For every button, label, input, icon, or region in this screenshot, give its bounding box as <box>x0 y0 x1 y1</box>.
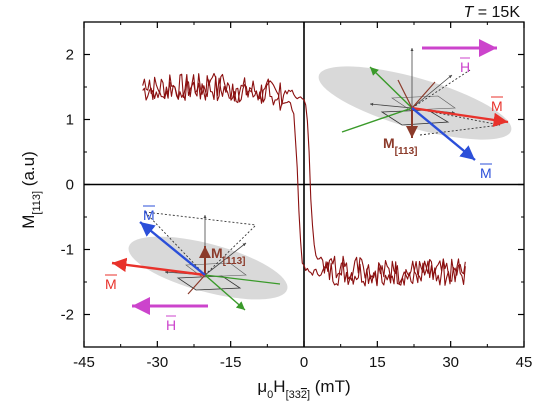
annotation-lower-left: H M M M[113] <box>105 205 288 333</box>
x-label-sub0: 0 <box>267 389 273 401</box>
brown-arrow-ur-2 <box>397 79 413 109</box>
dotted-ll-2 <box>144 211 206 276</box>
x-label-H: H <box>273 377 285 396</box>
M113-label-ll: M[113] <box>211 245 245 267</box>
brown-arrow-ll-2 <box>187 274 206 295</box>
M113-label-ur: M[113] <box>383 135 417 157</box>
green-arrow-ll <box>204 274 246 311</box>
ellipse-shade-ur <box>318 66 512 140</box>
M-label-ur: M <box>491 98 503 114</box>
x-tick-label: 45 <box>516 354 533 371</box>
green-arrow-ur-2 <box>341 107 413 133</box>
x-label-mu: μ <box>257 377 267 396</box>
brown-arrow-ur-3 <box>411 81 436 109</box>
y-tick-label: 1 <box>66 112 74 129</box>
dotted-ur-2 <box>411 107 501 126</box>
y-tick-label: 2 <box>66 47 74 64</box>
blue-arrow-ll <box>139 221 206 276</box>
dotted-ur-1 <box>411 69 471 109</box>
x-label-unit: (mT) <box>310 377 351 396</box>
x-tick-label: 15 <box>369 354 386 371</box>
y-label-symbol: M <box>19 215 38 229</box>
x-tick-label: 0 <box>300 354 308 371</box>
M-label-ll: M <box>105 276 117 292</box>
x-tick-label: -15 <box>220 354 242 371</box>
series-layer <box>142 72 466 287</box>
green-arrow-ll-2 <box>204 274 281 285</box>
x-tick-label: -45 <box>73 354 95 371</box>
annotation-upper-right: H M M M[113] <box>318 39 512 181</box>
M113-sub-ll: [113] <box>223 256 246 267</box>
M113-sub-ur: [113] <box>395 146 418 157</box>
tick-marks <box>83 21 525 348</box>
y-tick-label: 0 <box>66 177 74 194</box>
x-tick-label: 30 <box>442 354 459 371</box>
title-symbol: T <box>464 4 475 21</box>
axis-ur-2 <box>369 102 413 109</box>
dotted-ll-3 <box>144 211 257 226</box>
x-label-bar-two: 2 <box>301 389 307 401</box>
series-line-descending <box>142 73 466 287</box>
tick-labels: -45 -30 -15 0 15 30 45 -2 -1 0 1 2 <box>61 47 533 372</box>
M113-main-ll: M <box>211 245 223 261</box>
red-arrow-ll <box>111 257 206 277</box>
M2-label-ll: M <box>143 207 155 223</box>
chart-title: T = 15K <box>464 4 521 21</box>
H-label-ur: H <box>460 59 470 75</box>
dotted-ur-3 <box>419 124 501 136</box>
green-arrow-ur <box>369 66 413 109</box>
x-tick-label: -30 <box>146 354 168 371</box>
ellipse-shade-ll <box>128 236 288 300</box>
title-rest: = 15K <box>473 4 520 21</box>
y-tick-label: -1 <box>61 242 74 259</box>
M113-main-ur: M <box>383 135 395 151</box>
y-tick-label: -2 <box>61 307 74 324</box>
axis-ll-3 <box>204 242 247 276</box>
axis-ur-3 <box>411 74 453 109</box>
x-label-subdir: [33 <box>286 389 301 401</box>
y-label-unit: (a.u) <box>19 151 38 191</box>
red-arrow-ur <box>411 106 509 128</box>
y-axis-label: M[113] (a.u) <box>19 151 43 229</box>
x-label-close: ] <box>307 389 310 401</box>
blue-arrow-ur <box>411 107 476 161</box>
series-line-ascending <box>142 72 466 286</box>
H-label-ll: H <box>166 317 176 333</box>
M2-label-ur: M <box>480 165 492 181</box>
x-axis-label: μ0H[332] (mT) <box>257 377 350 401</box>
y-label-sub: [113] <box>31 191 43 215</box>
